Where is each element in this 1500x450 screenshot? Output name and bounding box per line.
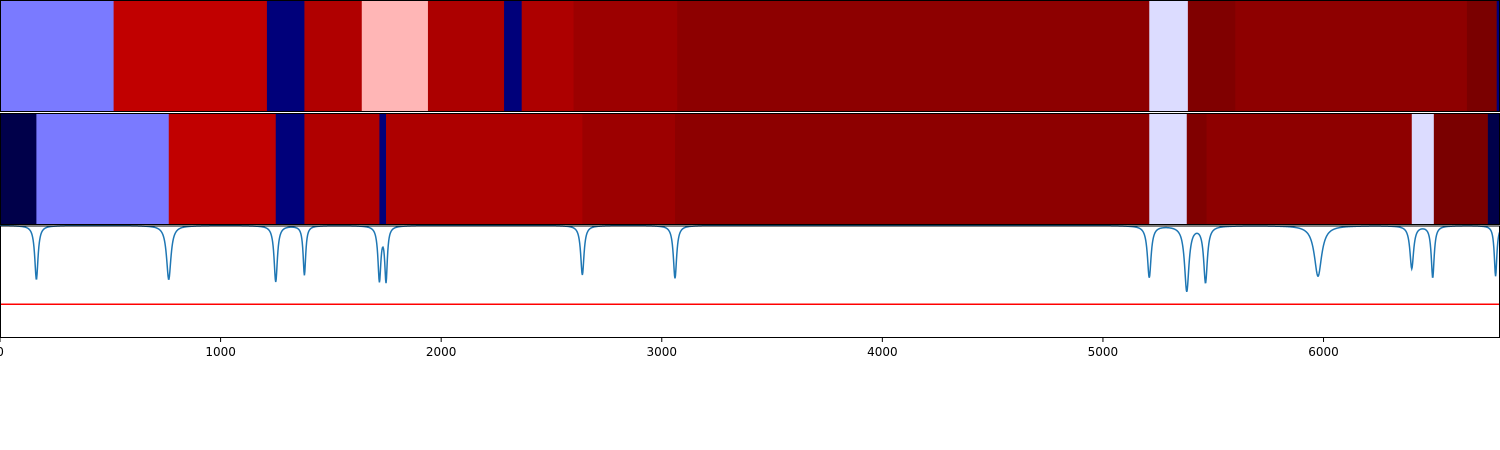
segment-row-2-block-12 [1206,113,1413,225]
segment-row-1-block-6 [427,0,505,112]
segment-row-1-block-10 [677,0,1150,112]
x-tick-label-4000: 4000 [867,345,898,359]
segment-row-1-block-9 [573,0,678,112]
segment-row-2-block-14 [1433,113,1489,225]
segment-row-1-block-4 [304,0,363,112]
segment-row-2-block-11 [1186,113,1208,225]
segment-row-1-block-11 [1149,0,1189,112]
segment-row-1-block-13 [1235,0,1468,112]
segment-row-2-block-2 [36,113,170,225]
x-tick-label-2000: 2000 [426,345,457,359]
segment-row-1-block-3 [266,0,305,112]
segment-row-2-block-1 [0,113,37,225]
x-tick-label-3000: 3000 [646,345,677,359]
segment-row-2-block-13 [1411,113,1435,225]
segment-row-2-block-7 [386,113,583,225]
segment-row-1-block-15 [1496,0,1500,112]
segment-row-2-block-10 [1149,113,1188,225]
segment-row-2-block-4 [275,113,305,225]
segment-row-2-block-9 [675,113,1150,225]
x-axis: 0 1000 2000 3000 4000 5000 6000 [0,338,1339,359]
segment-row-1 [0,0,1500,112]
segment-row-1-block-7 [504,0,523,112]
segment-row-1-block-14 [1466,0,1498,112]
segment-row-2-block-5 [304,113,380,225]
segment-row-1-block-12 [1187,0,1236,112]
signal-panel [0,224,1500,338]
segment-row-2 [0,113,1500,225]
segment-row-1-block-1 [0,0,115,112]
segment-row-1-block-8 [521,0,575,112]
signal-panel-background [0,225,1500,338]
x-tick-label-6000: 6000 [1308,345,1339,359]
segment-row-2-block-6 [379,113,387,225]
x-tick-label-0: 0 [0,345,4,359]
segment-row-1-block-2 [113,0,268,112]
segment-rows [0,0,1500,225]
segment-row-2-block-15 [1487,113,1500,225]
x-tick-label-1000: 1000 [205,345,236,359]
segment-row-1-block-5 [361,0,429,112]
segment-row-2-block-8 [582,113,676,225]
segment-row-2-block-3 [168,113,277,225]
x-tick-label-5000: 5000 [1088,345,1119,359]
